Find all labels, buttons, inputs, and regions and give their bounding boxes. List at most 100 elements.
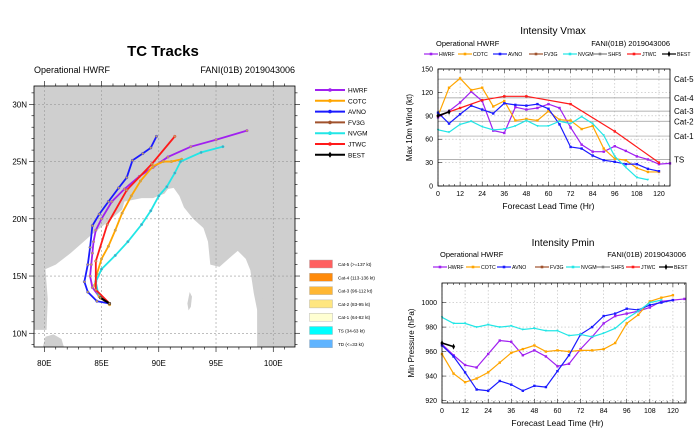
data-point	[613, 130, 616, 133]
data-point	[498, 361, 501, 364]
category-legend-entry: Cat-3 (96-112 kt)	[309, 286, 373, 295]
data-point	[613, 157, 616, 160]
y-tick-label: 60	[425, 137, 433, 144]
reference-label: Cat-5	[674, 75, 694, 84]
data-point	[635, 155, 639, 158]
category-swatch	[309, 326, 333, 335]
y-tick-label: 980	[425, 325, 437, 332]
track-point	[125, 176, 129, 180]
y-tick-label: 960	[425, 349, 437, 356]
series-best	[437, 111, 450, 117]
y-tick-label: 90	[425, 113, 433, 120]
legend-marker	[463, 52, 467, 56]
track-point	[140, 223, 144, 227]
category-label: Cat-4 (113-136 kt)	[338, 275, 375, 280]
legend-marker	[631, 265, 635, 269]
data-point	[544, 355, 548, 358]
data-point	[613, 327, 617, 330]
track-point	[149, 146, 153, 150]
legend-label: SHF5	[611, 265, 624, 271]
legend-label: NVGM	[578, 52, 594, 58]
y-tick-label: 15N	[12, 272, 27, 281]
data-point	[447, 86, 451, 89]
data-point	[580, 143, 583, 146]
legend-entry-nvgm: NVGM	[566, 265, 597, 271]
track-point	[173, 171, 177, 175]
data-point	[533, 344, 536, 347]
data-point	[521, 328, 525, 331]
track-point	[108, 302, 112, 306]
legend-label: AVNO	[348, 109, 366, 116]
x-tick-label: 60	[554, 408, 562, 415]
data-point	[536, 106, 539, 110]
track-point	[94, 228, 98, 232]
category-swatch	[309, 313, 333, 322]
data-point	[510, 340, 513, 343]
legend-marker	[328, 142, 332, 146]
reference-label: TS	[674, 155, 684, 164]
x-tick-label: 72	[567, 191, 575, 198]
data-point	[683, 297, 686, 301]
category-swatch	[309, 299, 333, 309]
legend-label: HWRF	[448, 265, 464, 271]
data-point	[635, 166, 639, 170]
data-point	[463, 363, 467, 367]
track-nvgm	[94, 145, 224, 305]
data-point	[624, 159, 628, 162]
x-tick-label: 108	[644, 408, 656, 415]
track-point	[106, 200, 110, 204]
data-point	[492, 128, 495, 132]
y-tick-label: 10N	[12, 329, 27, 338]
track-point	[88, 274, 92, 278]
data-point	[447, 131, 451, 134]
data-point	[637, 313, 640, 317]
x-tick-label: 108	[631, 191, 643, 198]
x-tick-label: 90E	[152, 359, 166, 368]
x-tick-label: 48	[522, 191, 530, 198]
data-point	[521, 389, 525, 392]
legend-label: JTWC	[641, 265, 656, 271]
ocean	[34, 187, 258, 347]
data-point	[646, 158, 650, 161]
data-point	[486, 371, 490, 374]
y-tick-label: 120	[421, 90, 433, 97]
legend-marker	[498, 52, 502, 56]
plot-frame	[441, 282, 687, 404]
track-point	[117, 186, 121, 190]
x-axis-label: Forecast Lead Time (Hr)	[502, 201, 594, 211]
data-point	[533, 327, 536, 330]
data-point	[637, 310, 640, 313]
data-point	[525, 95, 528, 98]
legend-marker	[601, 265, 605, 269]
data-point	[657, 162, 661, 166]
data-point	[569, 122, 572, 125]
track-point	[100, 257, 104, 261]
data-point	[458, 123, 462, 126]
data-point	[514, 119, 517, 122]
track-point	[90, 251, 94, 255]
y-tick-label: 30	[425, 160, 433, 167]
data-point	[569, 145, 572, 149]
track-point	[86, 263, 90, 267]
data-point	[492, 112, 495, 115]
data-point	[569, 102, 572, 106]
track-point	[150, 162, 154, 166]
data-point	[602, 347, 605, 351]
data-point	[469, 90, 473, 93]
track-point	[126, 240, 130, 244]
data-point	[475, 377, 478, 380]
y-axis-label: Min Pressure (hPa)	[407, 308, 416, 377]
legend-entry-fv3g: FV3G	[315, 120, 365, 127]
data-point	[510, 351, 513, 354]
y-tick-label: 920	[425, 398, 437, 405]
legend-label: COTC	[473, 52, 488, 58]
data-point	[567, 362, 571, 366]
legend-entry-shf5: SHF5	[596, 265, 624, 271]
x-tick-label: 96	[623, 408, 631, 415]
track-point	[141, 152, 145, 156]
data-point	[613, 312, 617, 315]
data-point	[567, 334, 571, 337]
data-point	[590, 349, 594, 352]
category-label: Cat-1 (64-82 kt)	[338, 315, 371, 320]
legend-entry-fv3g: FV3G	[535, 265, 564, 271]
